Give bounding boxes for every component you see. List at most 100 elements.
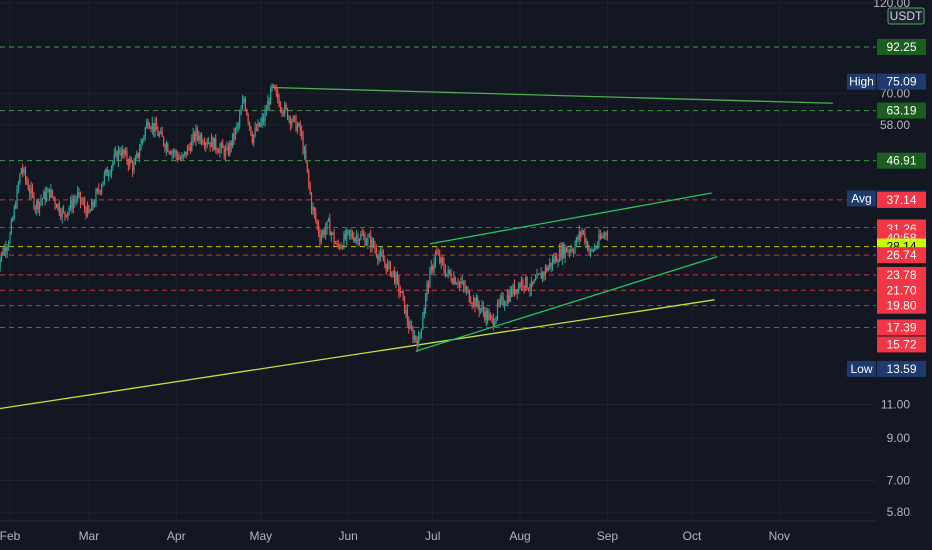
- price-label: 46.91: [877, 152, 926, 169]
- candle-body: [61, 209, 63, 217]
- candle-body: [178, 158, 180, 160]
- candle-body: [257, 122, 259, 131]
- candle-body: [270, 87, 272, 105]
- candle-body: [377, 255, 379, 260]
- candle-body: [453, 277, 455, 284]
- candle-body: [568, 250, 570, 252]
- candle-body: [112, 162, 114, 167]
- candle-body: [154, 122, 156, 132]
- candle-body: [220, 143, 222, 148]
- candle-body: [162, 136, 165, 145]
- candle-body: [48, 188, 51, 198]
- candle-body: [100, 186, 103, 193]
- candle-body: [12, 218, 14, 221]
- candle-body: [78, 191, 80, 193]
- candle-body: [27, 183, 29, 190]
- candle-body: [520, 280, 523, 287]
- candle-body: [426, 283, 428, 295]
- candle-body: [365, 242, 368, 246]
- candle-body: [477, 297, 479, 306]
- candle-body: [312, 207, 314, 211]
- candle-body: [478, 305, 480, 311]
- chart-grid: [0, 0, 876, 521]
- candle-body: [396, 274, 399, 280]
- candle-body: [72, 201, 75, 209]
- candle-body: [575, 237, 578, 245]
- candle-body: [481, 306, 483, 309]
- candle-body: [191, 139, 193, 152]
- candle-body: [223, 148, 225, 157]
- candle-body: [333, 232, 335, 243]
- candle-body: [533, 280, 535, 284]
- candle-body: [60, 213, 62, 217]
- candle-body: [303, 150, 306, 153]
- candle-body: [513, 284, 516, 294]
- candle-body: [119, 149, 121, 153]
- candle-body: [368, 235, 370, 237]
- candle-body: [79, 191, 82, 202]
- candle-body: [553, 259, 555, 262]
- candle-body: [265, 110, 268, 112]
- candle-body: [123, 149, 125, 155]
- candle-body: [188, 146, 190, 148]
- candle-body: [53, 196, 55, 199]
- x-tick-label: Oct: [683, 529, 702, 543]
- symbol-badge[interactable]: USDT: [887, 7, 925, 25]
- trendline: [272, 86, 833, 104]
- candle-body: [563, 244, 565, 257]
- candle-body: [91, 201, 93, 211]
- trendline: [415, 256, 718, 352]
- candle-body: [494, 322, 496, 326]
- candle-body: [592, 249, 594, 251]
- candle-body: [470, 301, 472, 304]
- candle-body: [446, 273, 448, 276]
- candle-body: [582, 230, 585, 233]
- candle-body: [17, 183, 20, 189]
- candle-body: [0, 252, 3, 259]
- candle-body: [351, 233, 353, 238]
- candle-body: [134, 157, 137, 165]
- candle-body: [157, 130, 159, 136]
- candle-body: [379, 251, 382, 256]
- candle-body: [274, 85, 276, 90]
- candle-body: [251, 134, 253, 143]
- candle-body: [475, 297, 477, 308]
- candle-body: [92, 201, 94, 206]
- candle-body: [423, 308, 425, 319]
- candle-body: [456, 283, 458, 285]
- candle-body: [392, 270, 394, 272]
- candle-body: [86, 205, 89, 217]
- candle-body: [506, 294, 508, 304]
- x-tick-label: Aug: [509, 529, 530, 543]
- candle-body: [233, 133, 235, 139]
- candle-body: [239, 114, 241, 125]
- candle-body: [271, 84, 273, 88]
- price-label-value: 13.59: [886, 362, 916, 376]
- candle-body: [353, 237, 355, 242]
- candle-body: [418, 336, 420, 347]
- candle-body: [398, 279, 400, 292]
- candle-body: [354, 237, 356, 242]
- candle-body: [468, 290, 470, 302]
- candle-body: [294, 116, 296, 118]
- candle-body: [591, 249, 593, 251]
- candle-body: [325, 228, 327, 235]
- candle-body: [164, 144, 166, 150]
- candle-body: [508, 294, 510, 302]
- y-tick-label: 11.00: [881, 397, 910, 411]
- candle-body: [285, 104, 287, 109]
- candle-body: [229, 142, 231, 155]
- candle-body: [133, 164, 135, 171]
- candle-body: [560, 248, 562, 259]
- price-label-tag: Low: [850, 362, 872, 376]
- candle-body: [388, 262, 390, 264]
- candle-body: [317, 224, 320, 234]
- candle-body: [213, 137, 215, 150]
- candle-body: [261, 117, 263, 122]
- candle-body: [89, 210, 91, 213]
- candle-body: [485, 310, 487, 320]
- candle-body: [412, 329, 414, 340]
- candle-body: [585, 241, 587, 243]
- candle-body: [505, 303, 507, 305]
